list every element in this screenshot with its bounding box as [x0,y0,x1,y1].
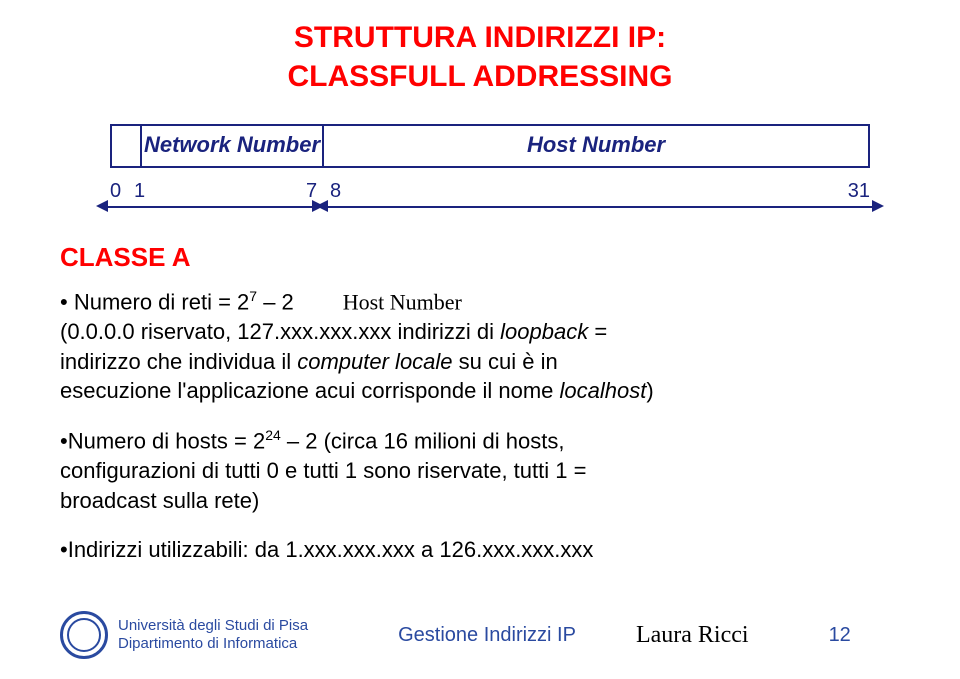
tick-8: 8 [330,180,341,203]
university-name: Università degli Studi di Pisa Dipartime… [118,617,308,653]
title-line-1: STRUTTURA INDIRIZZI IP: [294,21,666,54]
prefix-cell [112,126,142,166]
axis-line-right [326,206,876,208]
b1-line2: (0.0.0.0 riservato, 127.xxx.xxx.xxx indi… [60,317,900,347]
footer-title: Gestione Indirizzi IP [398,624,576,647]
l4it: localhost [560,378,647,403]
arrow-left-2 [316,200,328,212]
l3a: indirizzo che individua il [60,349,297,374]
network-number-cell: Network Number [142,126,322,166]
author-name: Laura Ricci [636,622,749,649]
title-line-2: CLASSFULL ADDRESSING [287,60,672,93]
bullet-2: •Numero di hosts = 224 – 2 (circa 16 mil… [60,426,900,456]
b2-line3: broadcast sulla rete) [60,486,900,516]
b2pre: •Numero di hosts = 2 [60,428,265,453]
address-box: Network Number Host Number [110,124,870,168]
l2it: loopback [500,319,588,344]
slide-content: • Numero di reti = 27 – 2 Host Number (0… [60,287,900,565]
footer: Università degli Studi di Pisa Dipartime… [0,611,960,659]
host-number-cell: Host Number [324,126,868,166]
ip-structure-diagram: Network Number Host Number 0 1 7 8 31 [110,124,870,214]
b2sup: 24 [265,427,281,443]
b1-post: – 2 [257,289,294,314]
l4: esecuzione l'applicazione acui corrispon… [60,378,560,403]
tick-0: 0 [110,180,121,203]
bullet-3: •Indirizzi utilizzabili: da 1.xxx.xxx.xx… [60,535,900,565]
tick-1: 1 [134,180,145,203]
arrow-left-1 [96,200,108,212]
l2a: (0.0.0.0 riservato, 127.xxx.xxx.xxx indi… [60,319,500,344]
uni-line1: Università degli Studi di Pisa [118,617,308,634]
b1-line4: esecuzione l'applicazione acui corrispon… [60,376,900,406]
b1-pre: • Numero di reti = 2 [60,289,249,314]
uni-line2: Dipartimento di Informatica [118,635,297,652]
tick-31: 31 [848,180,870,203]
l3it: computer locale [297,349,452,374]
class-label: CLASSE A [60,242,960,273]
l4p: ) [646,378,653,403]
axis-line-left [104,206,318,208]
university-logo-icon [60,611,108,659]
l3b: su cui è in [453,349,558,374]
arrow-right-2 [872,200,884,212]
b2post: – 2 (circa 16 milioni di hosts, [281,428,565,453]
b1-line3: indirizzo che individua il computer loca… [60,347,900,377]
bullet-1: • Numero di reti = 27 – 2 Host Number [60,287,900,317]
bit-axis: 0 1 7 8 31 [110,182,870,206]
l2p: = [588,319,607,344]
page-number: 12 [829,624,851,647]
b1-sup: 7 [249,288,257,304]
host-number-annotation: Host Number [343,289,462,314]
b2-line2: configurazioni di tutti 0 e tutti 1 sono… [60,456,900,486]
slide-title: STRUTTURA INDIRIZZI IP: CLASSFULL ADDRES… [0,18,960,96]
